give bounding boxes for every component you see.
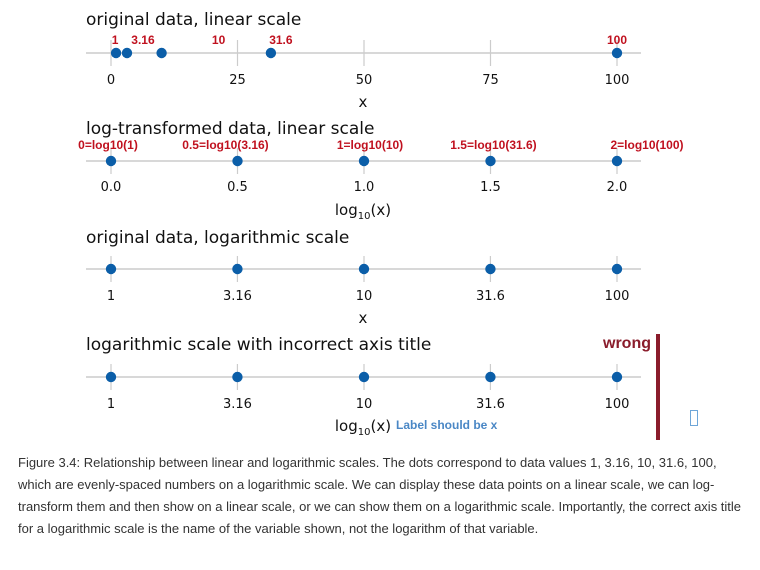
data-point	[232, 155, 243, 167]
x-axis-label: x	[359, 309, 368, 327]
tick-label: 25	[229, 73, 246, 88]
data-point	[232, 263, 243, 275]
x-axis-label: log10(x)	[335, 417, 391, 438]
tick-label: 1.0	[354, 180, 375, 195]
tick-label: 1	[107, 397, 115, 412]
tick-label: 0	[107, 73, 115, 88]
tick-label: 3.16	[223, 397, 252, 412]
panel-title: original data, logarithmic scale	[86, 228, 349, 248]
panel-title: original data, linear scale	[86, 10, 301, 30]
tick-label: 2.0	[607, 180, 628, 195]
data-point	[156, 47, 167, 59]
x-axis-label: x	[359, 93, 368, 111]
point-annotation: 2=log10(100)	[610, 138, 683, 152]
data-point	[105, 155, 117, 167]
point-annotation: 100	[607, 33, 627, 47]
data-point	[358, 371, 370, 383]
tick-label: 31.6	[476, 397, 505, 412]
point-annotation: 0=log10(1)	[78, 138, 138, 152]
data-point	[485, 371, 496, 383]
wrong-bar	[656, 334, 660, 440]
figure-chart: original data, linear scale 0 25 50 75 100 1 3.…	[78, 10, 684, 440]
data-point	[110, 47, 122, 59]
tick-label: 75	[482, 73, 499, 88]
tick-label: 100	[605, 289, 630, 304]
x-axis-label: log10(x)	[335, 201, 391, 222]
tick-label: 31.6	[476, 289, 505, 304]
tick-label: 100	[605, 73, 630, 88]
chart-panel-4: logarithmic scale with incorrect axis ti…	[86, 335, 651, 438]
data-point	[358, 263, 370, 275]
text-cursor-icon	[690, 410, 698, 426]
data-point	[485, 155, 496, 167]
tick-label: 100	[605, 397, 630, 412]
data-point	[105, 371, 117, 383]
tick-label: 0.5	[227, 180, 248, 195]
panel-title: logarithmic scale with incorrect axis ti…	[86, 335, 431, 355]
data-point	[105, 263, 117, 275]
figure-caption: Figure 3.4: Relationship between linear …	[18, 455, 742, 536]
data-point	[611, 371, 623, 383]
panel-title: log-transformed data, linear scale	[86, 119, 374, 139]
data-point	[358, 155, 370, 167]
data-point	[611, 47, 623, 59]
point-annotation: 10	[212, 33, 226, 47]
chart-panel-1: original data, linear scale 0 25 50 75 100 1 3.…	[86, 10, 641, 111]
point-annotation: 31.6	[269, 33, 293, 47]
data-point	[611, 263, 623, 275]
tick-label: 1.5	[480, 180, 501, 195]
data-point	[265, 47, 277, 59]
tick-label: 1	[107, 289, 115, 304]
data-point	[121, 47, 133, 59]
point-annotation: 1=log10(10)	[337, 138, 403, 152]
tick-label: 3.16	[223, 289, 252, 304]
tick-label: 50	[356, 73, 373, 88]
point-annotation: 0.5=log10(3.16)	[182, 138, 268, 152]
point-annotation: 3.16	[131, 33, 155, 47]
chart-panel-2: log-transformed data, linear scale 0.0 0.5…	[78, 119, 683, 222]
wrong-flag: wrong	[602, 335, 651, 352]
tick-label: 10	[356, 397, 373, 412]
data-point	[232, 371, 243, 383]
tick-label: 10	[356, 289, 373, 304]
data-point	[485, 263, 496, 275]
chart-panel-3: original data, logarithmic scale 1 3.16 10 3…	[86, 228, 641, 327]
tick-label: 0.0	[101, 180, 122, 195]
label-note: Label should be x	[396, 418, 498, 432]
data-point	[611, 155, 623, 167]
point-annotation: 1.5=log10(31.6)	[450, 138, 536, 152]
point-annotation: 1	[112, 33, 119, 47]
